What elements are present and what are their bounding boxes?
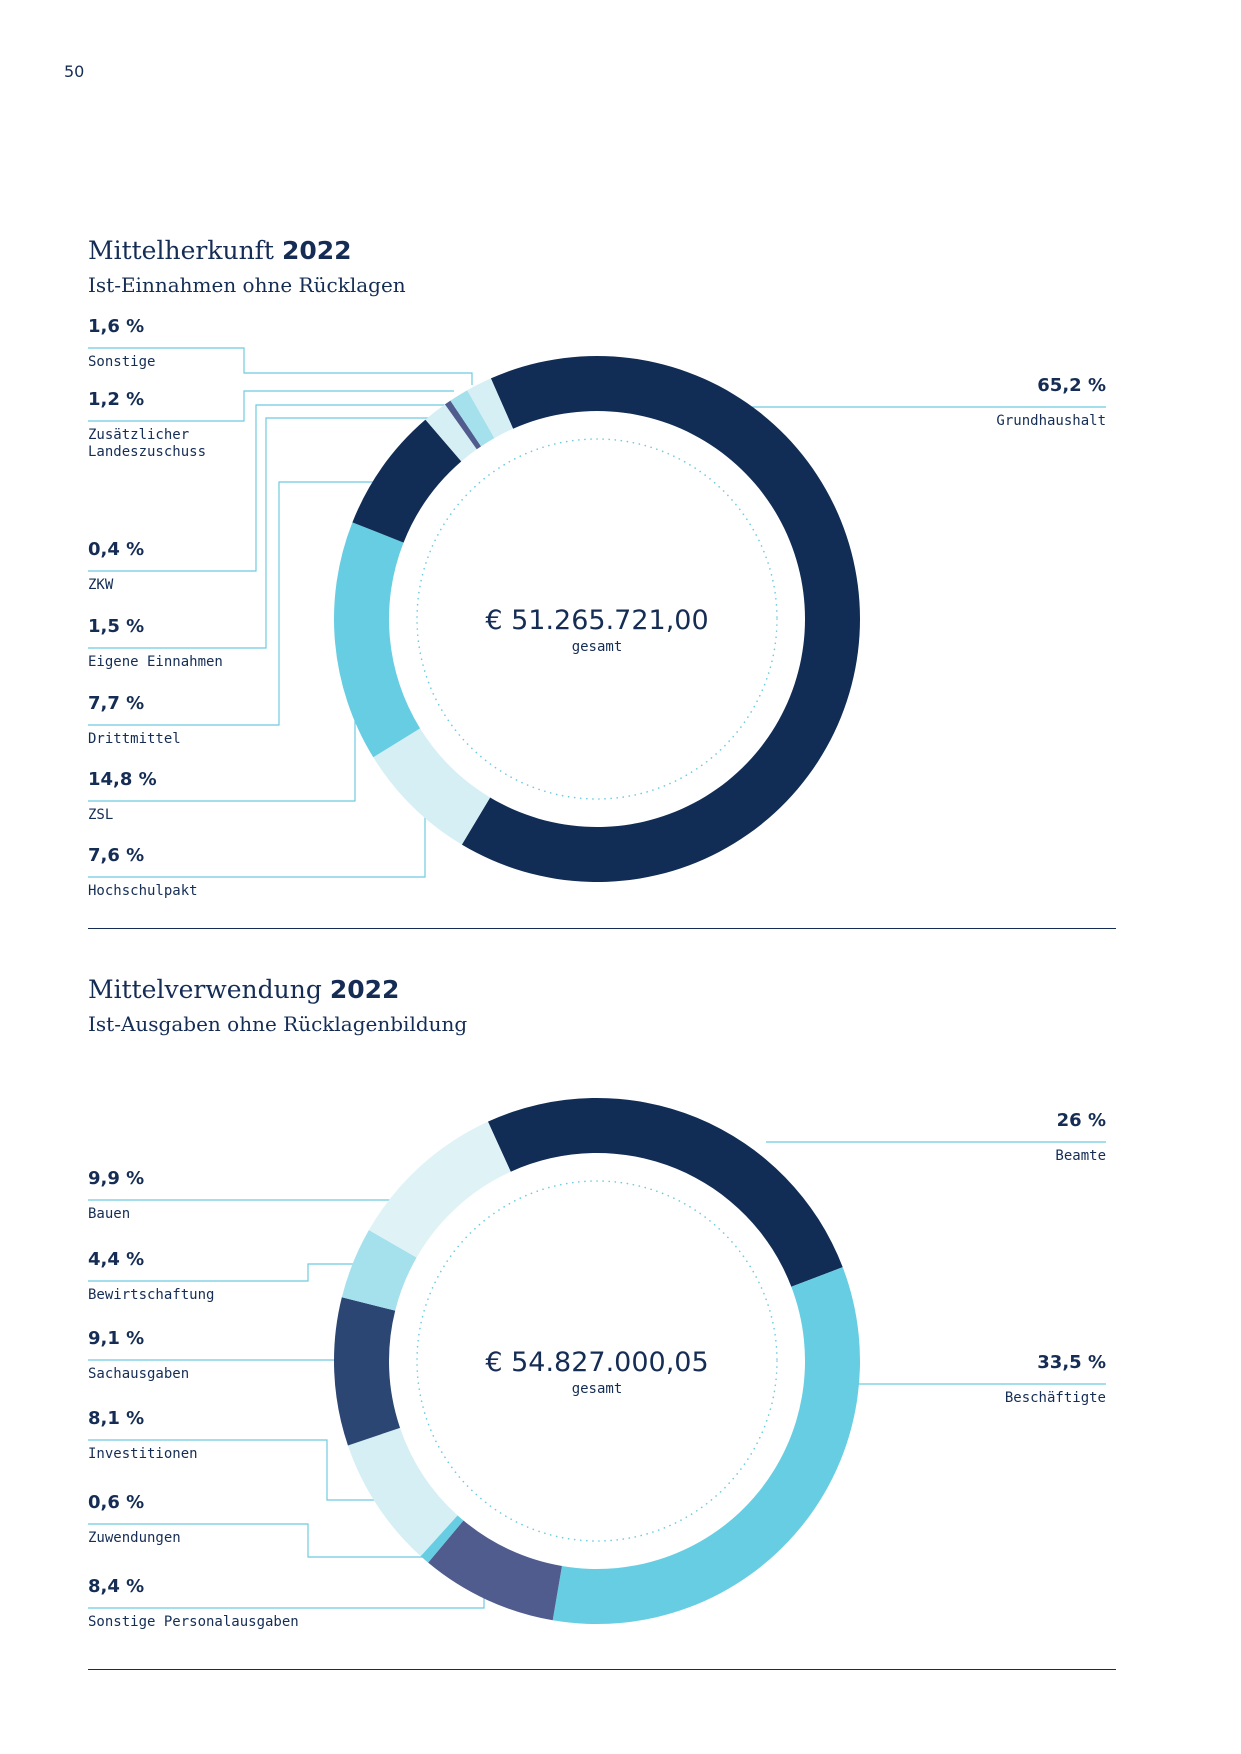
- segment-zkw: [444, 400, 482, 450]
- data-label-grundhaushalt: 65,2 %: [1037, 375, 1106, 396]
- category-label-beschäftigte: Beschäftigte: [1005, 1390, 1106, 1406]
- total-amount: € 51.265.721,00: [485, 605, 708, 636]
- leader-line-hochschulpakt: [88, 815, 426, 878]
- data-label-beschäftigte: 33,5 %: [1037, 1352, 1106, 1373]
- data-label-sonstige-personalausgaben: 8,4 %: [88, 1576, 144, 1597]
- data-label-sonstige: 1,6 %: [88, 316, 144, 337]
- leader-line-sonstige-personalausgaben: [88, 1588, 485, 1609]
- segment-sachausgaben: [333, 1297, 401, 1446]
- leader-line-investitionen: [88, 1439, 379, 1501]
- leader-line-zuwendungen: [88, 1523, 427, 1558]
- donut-chart-2: € 54.827.000,05 gesamt 26 % Beamte 33,5 % Bes…: [88, 1098, 1106, 1630]
- category-label-sachausgaben: Sachausgaben: [88, 1366, 189, 1382]
- category-label-hochschulpakt: Hochschulpakt: [88, 883, 198, 899]
- leader-line-bewirtschaftung: [88, 1263, 364, 1282]
- category-label-bewirtschaftung: Bewirtschaftung: [88, 1287, 214, 1303]
- category-label-zsl: ZSL: [88, 807, 113, 823]
- data-label-investitionen: 8,1 %: [88, 1408, 144, 1429]
- data-label-beamte: 26 %: [1057, 1110, 1106, 1131]
- data-label-zsl: 14,8 %: [88, 769, 157, 790]
- category-label-eigene-einnahmen: Eigene Einnahmen: [88, 654, 223, 670]
- category-label-sonstige-personalausgaben: Sonstige Personalausgaben: [88, 1614, 299, 1630]
- total-amount: € 54.827.000,05: [485, 1347, 708, 1378]
- category-label-zusätzlicher-landeszuschuss: Zusätzlicher: [88, 427, 189, 443]
- category-label-drittmittel: Drittmittel: [88, 731, 181, 747]
- segment-hochschulpakt: [373, 728, 491, 845]
- category-label-zusätzlicher-landeszuschuss: Landeszuschuss: [88, 444, 206, 460]
- donut-chart-1: € 51.265.721,00 gesamt 65,2 % Grundhaushalt…: [88, 316, 1106, 899]
- income-chart-subtitle: Ist-Einnahmen ohne Rücklagen: [88, 273, 406, 297]
- segment-zsl: [334, 522, 421, 758]
- dotted-inner-circle: [416, 1180, 778, 1542]
- leader-line-zusätzlicher-landeszuschuss: [88, 390, 454, 422]
- category-label-grundhaushalt: Grundhaushalt: [996, 413, 1106, 429]
- segment-bewirtschaftung: [341, 1230, 417, 1311]
- data-label-bauen: 9,9 %: [88, 1168, 144, 1189]
- income-chart-title: Mittelherkunft 2022: [88, 236, 352, 265]
- category-label-beamte: Beamte: [1055, 1148, 1106, 1164]
- leader-line-eigene-einnahmen: [88, 417, 465, 649]
- dotted-inner-circle: [416, 438, 778, 800]
- data-label-hochschulpakt: 7,6 %: [88, 845, 144, 866]
- expense-chart-title: Mittelverwendung 2022: [88, 975, 400, 1004]
- category-label-bauen: Bauen: [88, 1206, 130, 1222]
- segment-drittmittel: [352, 419, 462, 543]
- data-label-zuwendungen: 0,6 %: [88, 1492, 144, 1513]
- category-label-zkw: ZKW: [88, 577, 114, 593]
- segment-eigene-einnahmen: [425, 404, 477, 462]
- section-divider: [88, 928, 1116, 929]
- segment-zusätzlicher-landeszuschuss: [450, 390, 495, 447]
- segment-beschäftigte: [552, 1267, 860, 1624]
- total-caption: gesamt: [572, 1381, 623, 1397]
- section-divider: [88, 1669, 1116, 1670]
- data-label-sachausgaben: 9,1 %: [88, 1328, 144, 1349]
- segment-sonstige: [467, 378, 514, 439]
- leader-line-drittmittel: [88, 481, 373, 726]
- segment-beamte: [487, 1098, 843, 1287]
- leader-line-zkw: [88, 404, 454, 572]
- category-label-zuwendungen: Zuwendungen: [88, 1530, 181, 1546]
- segment-grundhaushalt: [461, 355, 860, 882]
- income-chart-header: Mittelherkunft 2022 Ist-Einnahmen ohne R…: [88, 236, 406, 297]
- data-label-zkw: 0,4 %: [88, 539, 144, 560]
- category-label-sonstige: Sonstige: [88, 354, 155, 370]
- leader-line-sonstige: [88, 347, 473, 385]
- segment-zuwendungen: [420, 1515, 464, 1563]
- leader-line-zsl: [88, 720, 356, 802]
- total-caption: gesamt: [572, 639, 623, 655]
- expense-chart-header: Mittelverwendung 2022 Ist-Ausgaben ohne …: [88, 975, 467, 1036]
- data-label-bewirtschaftung: 4,4 %: [88, 1249, 144, 1270]
- data-label-drittmittel: 7,7 %: [88, 693, 144, 714]
- data-label-eigene-einnahmen: 1,5 %: [88, 616, 144, 637]
- segment-investitionen: [347, 1427, 458, 1557]
- category-label-investitionen: Investitionen: [88, 1446, 198, 1462]
- segment-sonstige-personalausgaben: [428, 1520, 562, 1621]
- page-number: 50: [64, 62, 85, 81]
- data-label-zusätzlicher-landeszuschuss: 1,2 %: [88, 389, 144, 410]
- segment-bauen: [368, 1121, 511, 1258]
- expense-chart-subtitle: Ist-Ausgaben ohne Rücklagenbildung: [88, 1012, 468, 1036]
